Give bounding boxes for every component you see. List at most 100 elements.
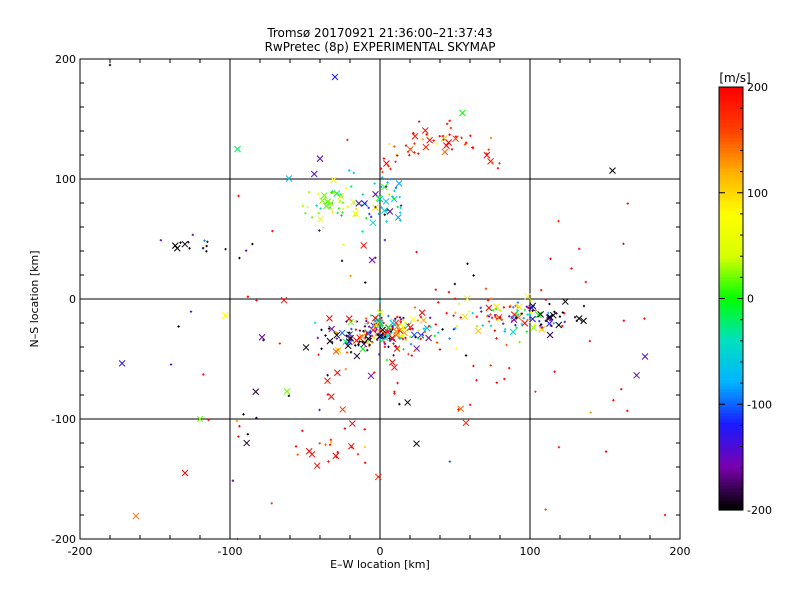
data-point bbox=[415, 250, 418, 254]
data-point-x bbox=[346, 331, 353, 338]
data-point bbox=[402, 348, 405, 351]
data-point bbox=[445, 122, 449, 126]
data-point bbox=[344, 367, 348, 371]
data-point-x bbox=[327, 199, 335, 207]
colorbar-segment bbox=[719, 485, 743, 490]
data-point bbox=[481, 324, 484, 327]
data-point bbox=[480, 310, 483, 313]
data-point bbox=[429, 325, 432, 329]
colorbar-segment bbox=[719, 262, 743, 266]
data-point bbox=[334, 331, 337, 334]
colorbar-segment bbox=[719, 316, 743, 321]
data-points bbox=[108, 63, 667, 541]
data-point bbox=[626, 202, 629, 205]
data-point bbox=[244, 249, 248, 252]
data-point bbox=[448, 133, 451, 136]
colorbar-segment bbox=[719, 380, 743, 384]
colorbar-segment bbox=[719, 482, 743, 487]
data-point bbox=[324, 334, 327, 337]
data-point bbox=[336, 211, 339, 215]
data-point bbox=[414, 335, 417, 339]
y-tick-label: 100 bbox=[55, 173, 76, 186]
data-point bbox=[449, 126, 453, 130]
data-point bbox=[562, 312, 566, 315]
data-point-x bbox=[395, 180, 403, 187]
data-point bbox=[588, 339, 592, 343]
data-point bbox=[322, 226, 325, 229]
data-point bbox=[489, 136, 493, 140]
colorbar-segment bbox=[719, 343, 743, 348]
data-point bbox=[396, 381, 399, 385]
data-point bbox=[475, 324, 479, 328]
data-point bbox=[398, 402, 401, 406]
data-point-x bbox=[334, 347, 342, 354]
y-axis-label: N–S location [km] bbox=[28, 250, 41, 347]
data-point bbox=[349, 350, 353, 354]
data-point bbox=[455, 347, 458, 350]
data-point-x bbox=[537, 311, 544, 318]
data-point bbox=[310, 216, 314, 219]
data-point bbox=[383, 238, 387, 242]
colorbar-segment bbox=[719, 392, 743, 396]
data-point-x bbox=[345, 338, 353, 345]
colorbar-segment bbox=[719, 247, 743, 251]
data-point-x bbox=[452, 135, 459, 143]
colorbar-segment bbox=[719, 99, 743, 103]
colorbar-segment bbox=[719, 219, 743, 224]
data-point bbox=[413, 306, 417, 309]
data-point bbox=[315, 204, 318, 207]
data-point bbox=[338, 200, 341, 204]
data-point bbox=[387, 164, 390, 168]
data-point-x bbox=[389, 359, 396, 366]
data-point bbox=[301, 204, 305, 208]
data-point bbox=[561, 311, 565, 314]
data-point bbox=[350, 327, 353, 331]
data-point-x bbox=[546, 331, 554, 339]
data-point-x bbox=[443, 142, 450, 149]
colorbar-segment bbox=[719, 156, 743, 161]
data-point bbox=[206, 240, 209, 243]
data-point bbox=[502, 306, 506, 309]
data-point bbox=[401, 335, 405, 338]
data-point bbox=[548, 302, 551, 306]
data-point bbox=[464, 354, 468, 357]
colorbar-segment bbox=[719, 497, 743, 502]
data-point bbox=[426, 134, 430, 137]
data-point bbox=[326, 374, 329, 377]
data-point-x bbox=[575, 315, 583, 322]
data-point bbox=[453, 282, 457, 286]
data-point bbox=[380, 319, 383, 322]
data-point bbox=[433, 334, 436, 338]
data-point bbox=[472, 274, 475, 277]
data-point-x bbox=[280, 296, 288, 304]
colorbar-segment bbox=[719, 304, 743, 309]
data-point bbox=[467, 310, 471, 313]
colorbar-segment bbox=[719, 437, 743, 442]
data-point-x bbox=[330, 176, 337, 184]
data-point bbox=[379, 322, 382, 326]
data-point bbox=[496, 319, 500, 322]
data-point-x bbox=[493, 303, 501, 311]
colorbar-segment bbox=[719, 256, 743, 260]
data-point-x bbox=[374, 473, 382, 481]
colorbar-segment bbox=[719, 500, 743, 505]
data-point bbox=[363, 325, 367, 328]
colorbar-segment bbox=[719, 207, 743, 212]
data-point bbox=[317, 192, 320, 195]
data-point bbox=[612, 399, 615, 402]
data-point bbox=[326, 393, 330, 396]
data-point bbox=[224, 247, 227, 251]
data-point bbox=[369, 314, 373, 317]
colorbar-segment bbox=[719, 301, 743, 306]
colorbar-segment bbox=[719, 422, 743, 426]
colorbar-segment bbox=[719, 371, 743, 375]
colorbar-segment bbox=[719, 295, 743, 300]
colorbar-segment bbox=[719, 102, 743, 106]
data-point bbox=[407, 352, 410, 356]
colorbar-segment bbox=[719, 404, 743, 408]
data-point-x bbox=[361, 200, 368, 207]
colorbar-segment bbox=[719, 168, 743, 173]
colorbar-segment bbox=[719, 398, 743, 402]
data-point bbox=[347, 331, 351, 334]
data-point bbox=[357, 343, 360, 346]
